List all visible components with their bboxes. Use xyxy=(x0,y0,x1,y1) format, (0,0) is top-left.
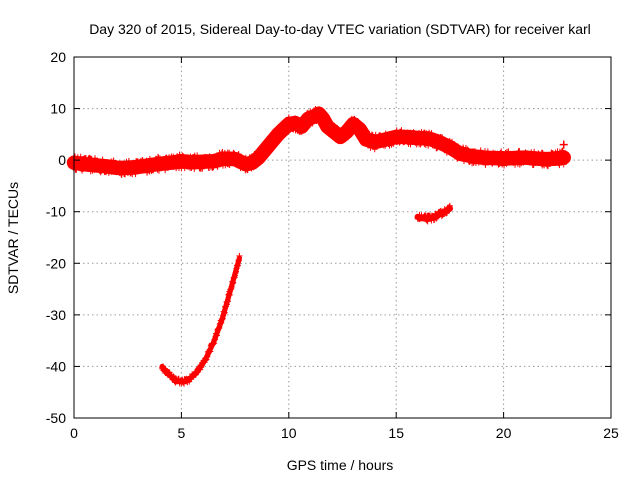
y-tick-label: 20 xyxy=(50,49,66,65)
y-tick-label: -30 xyxy=(46,307,66,323)
series-3 xyxy=(159,252,243,387)
series-1 xyxy=(66,105,571,178)
x-tick-label: 5 xyxy=(178,425,186,441)
x-tick-label: 10 xyxy=(281,425,297,441)
y-axis-label: SDTVAR / TECUs xyxy=(5,182,21,294)
y-tick-label: -20 xyxy=(46,255,66,271)
x-tick-label: 15 xyxy=(388,425,404,441)
x-axis-label: GPS time / hours xyxy=(287,457,394,473)
x-tick-label: 25 xyxy=(603,425,619,441)
y-tick-label: -40 xyxy=(46,358,66,374)
x-tick-label: 20 xyxy=(496,425,512,441)
axis-ticks: 0 5 10 15 20 25 -50 -40 -30 -20 -10 0 10 20 xyxy=(46,49,619,441)
y-tick-label: 10 xyxy=(50,101,66,117)
series-2 xyxy=(414,202,453,225)
data-layer xyxy=(66,105,571,387)
x-tick-label: 0 xyxy=(70,425,78,441)
y-tick-label: -10 xyxy=(46,204,66,220)
y-tick-label: 0 xyxy=(58,152,66,168)
grid-lines xyxy=(74,57,611,418)
outlier-point xyxy=(559,140,568,149)
plot-frame xyxy=(73,56,612,419)
series-markers xyxy=(159,252,243,387)
chart-title: Day 320 of 2015, Sidereal Day-to-day VTE… xyxy=(89,21,591,37)
series-markers xyxy=(414,202,453,225)
y-tick-label: -50 xyxy=(46,410,66,426)
series-markers xyxy=(71,105,567,178)
